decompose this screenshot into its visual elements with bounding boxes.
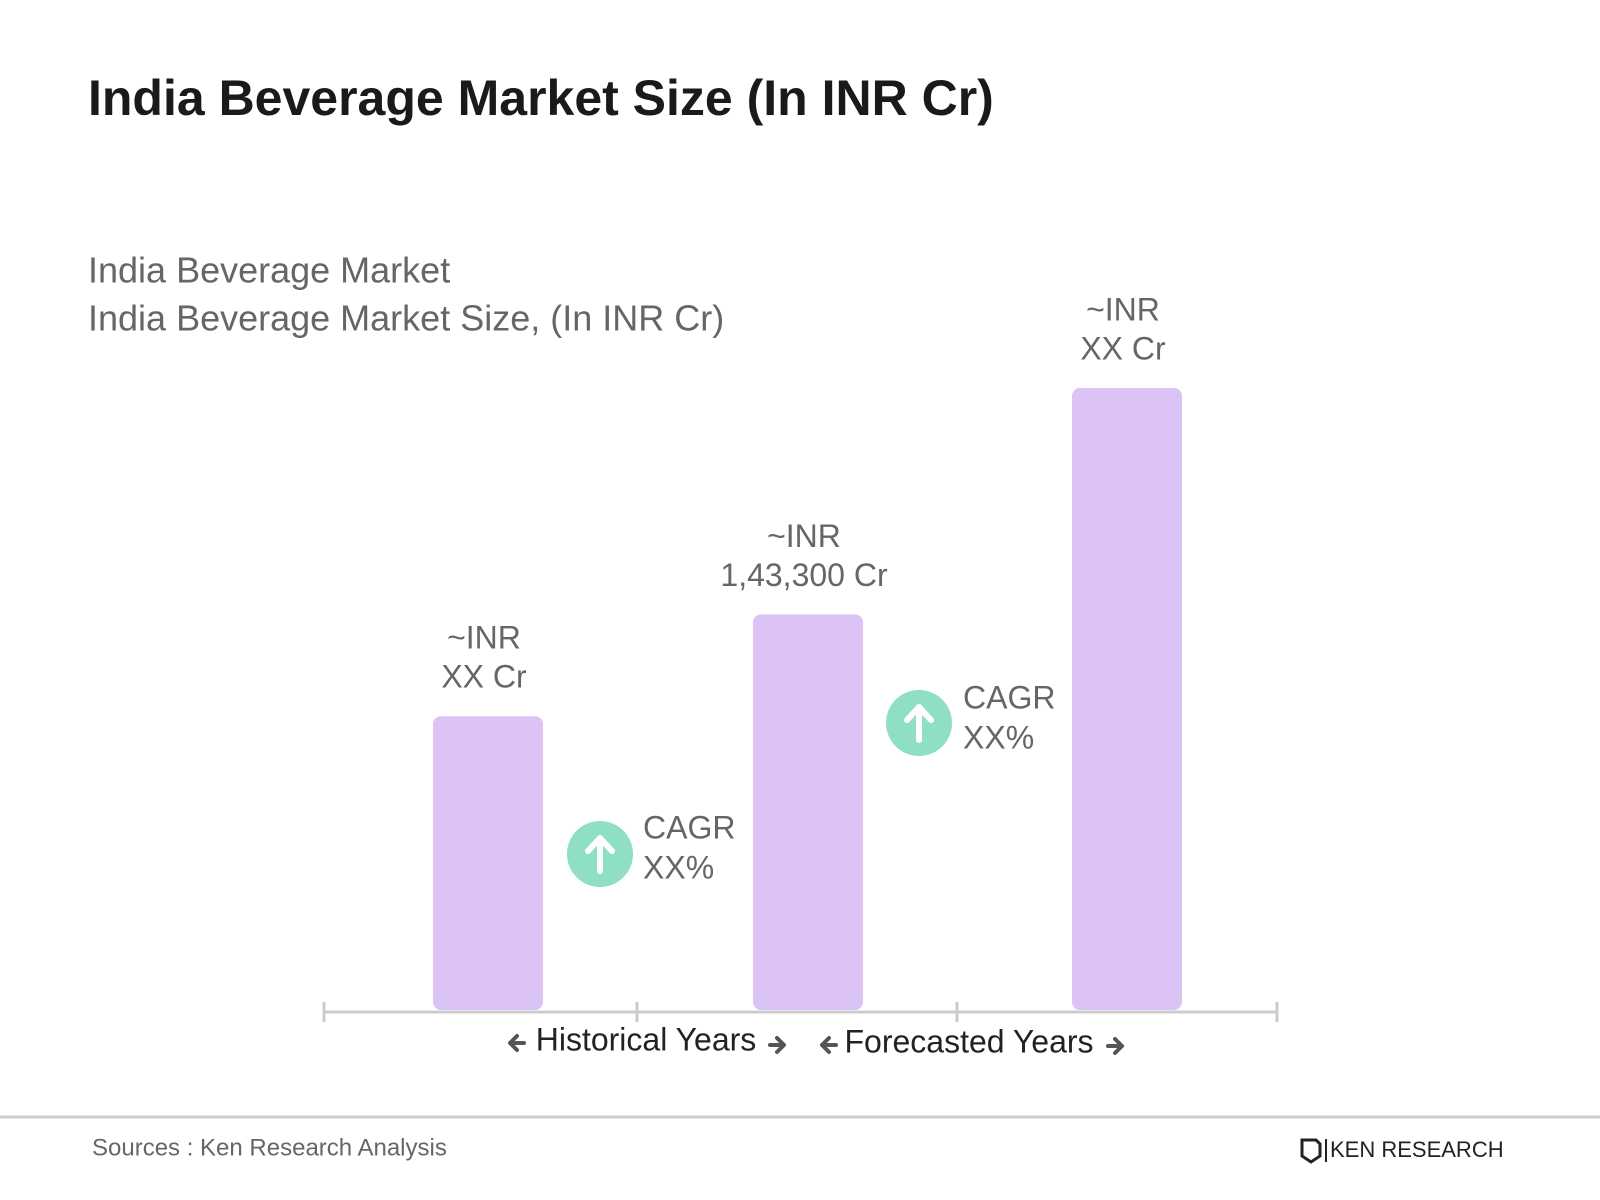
x-axis — [322, 1002, 1279, 1022]
cagr-arrow — [585, 835, 615, 874]
value-label: XX Cr — [441, 659, 527, 695]
subtitle: India Beverage Market Size, (In INR Cr) — [88, 298, 724, 339]
period-label: Historical Years — [536, 1021, 757, 1057]
value-label: ~INR — [767, 518, 841, 554]
chart-title: India Beverage Market Size (In INR Cr) — [88, 70, 994, 126]
brand: KEN RESEARCH — [1330, 1137, 1504, 1162]
value-label: ~INR — [447, 620, 521, 656]
brand-logo — [1300, 1138, 1327, 1164]
subtitle: India Beverage Market — [88, 250, 450, 291]
bar — [433, 716, 543, 1010]
cagr-label: XX% — [963, 719, 1034, 755]
cagr-label: CAGR — [643, 809, 735, 845]
value-label: 1,43,300 Cr — [720, 557, 888, 593]
value-label: ~INR — [1086, 291, 1160, 327]
cagr-arrow — [904, 704, 934, 743]
source: Sources : Ken Research Analysis — [92, 1134, 447, 1161]
period-label: Forecasted Years — [844, 1023, 1093, 1059]
cagr-label: CAGR — [963, 679, 1055, 715]
bar — [753, 614, 863, 1010]
period-arrows — [508, 1034, 1124, 1055]
value-label: XX Cr — [1080, 330, 1166, 366]
bar — [1072, 388, 1182, 1010]
cagr-label: XX% — [643, 849, 714, 885]
